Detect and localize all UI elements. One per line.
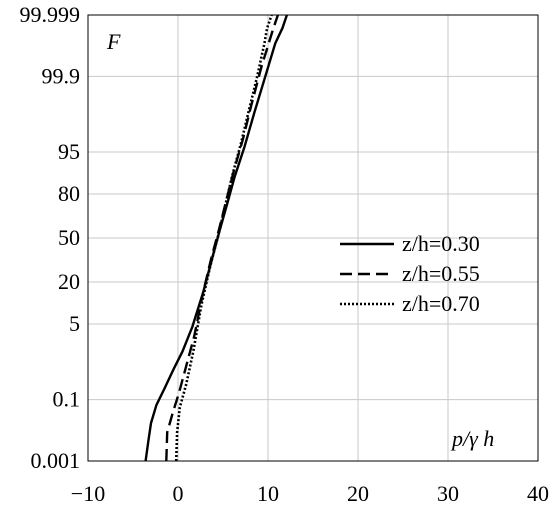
legend-label-1: z/h=0.30 xyxy=(402,231,480,256)
x-tick-label: 0 xyxy=(173,481,184,506)
y-tick-label: 0.001 xyxy=(31,448,81,473)
x-axis-label: p/γ h xyxy=(450,426,494,451)
x-tick-label: 40 xyxy=(527,481,549,506)
x-tick-label: −10 xyxy=(71,481,105,506)
x-tick-label: 10 xyxy=(257,481,279,506)
plot-frame xyxy=(87,14,539,462)
y-tick-labels: 0.001 0.1 5 20 50 80 95 99.9 99.999 xyxy=(20,2,81,473)
y-tick-label: 99.999 xyxy=(20,2,81,27)
y-tick-label: 20 xyxy=(58,269,80,294)
x-tick-labels: −10 0 10 20 30 40 xyxy=(71,481,549,506)
y-tick-label: 80 xyxy=(58,181,80,206)
x-tick-label: 20 xyxy=(347,481,369,506)
y-tick-label: 50 xyxy=(58,225,80,250)
y-tick-label: 0.1 xyxy=(53,387,81,412)
y-tick-label: 5 xyxy=(69,311,80,336)
series-line-3 xyxy=(174,14,273,462)
grid-lines xyxy=(88,15,538,461)
y-tick-label: 95 xyxy=(58,139,80,164)
legend-label-3: z/h=0.70 xyxy=(402,291,480,316)
y-axis-label: F xyxy=(106,29,121,54)
y-tick-label: 99.9 xyxy=(42,63,81,88)
legend: z/h=0.30 z/h=0.55 z/h=0.70 xyxy=(340,231,480,316)
series-layer xyxy=(144,14,289,462)
legend-label-2: z/h=0.55 xyxy=(402,261,480,286)
x-tick-label: 30 xyxy=(437,481,459,506)
